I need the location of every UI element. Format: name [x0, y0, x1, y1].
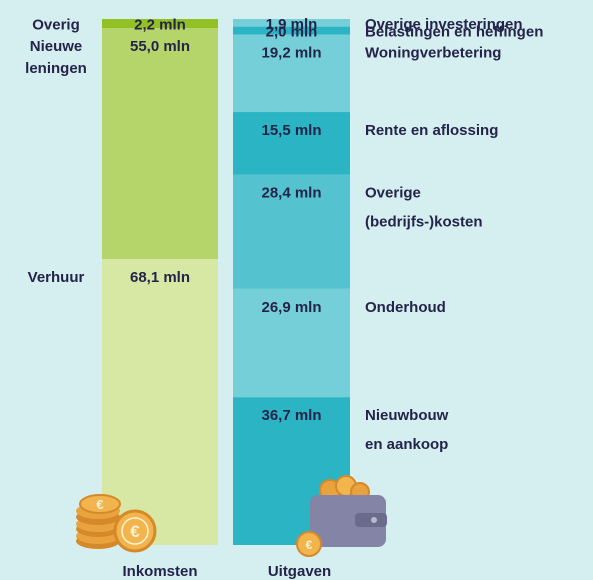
inkomsten-value-label-1: 55,0 mln: [130, 38, 190, 55]
inkomsten-bar-segment-0: [102, 19, 218, 29]
uitgaven-category-label-6-1: en aankoop: [365, 436, 448, 453]
uitgaven-bar-segment-3: [233, 112, 350, 175]
uitgaven-value-label-1: 2,0 mln: [266, 24, 318, 41]
uitgaven-category-label-1-0: Belastingen en heffingen: [365, 24, 543, 41]
uitgaven-category-label-4-1: (bedrijfs-)kosten: [365, 213, 483, 230]
uitgaven-bar-segment-5: [233, 288, 350, 398]
svg-text:€: €: [96, 497, 103, 512]
uitgaven-category-label-3-0: Rente en aflossing: [365, 122, 498, 139]
uitgaven-value-label-6: 36,7 mln: [261, 407, 321, 424]
uitgaven-category-label-4-0: Overige: [365, 184, 421, 201]
inkomsten-bar-segment-1: [102, 28, 218, 260]
inkomsten-column-title: Inkomsten: [122, 563, 197, 580]
uitgaven-value-label-4: 28,4 mln: [261, 184, 321, 201]
svg-text:€: €: [306, 538, 313, 552]
uitgaven-bar-segment-4: [233, 174, 350, 289]
inkomsten-bar-segment-2: [102, 259, 218, 545]
uitgaven-value-label-0: 1,9 mln: [266, 16, 318, 33]
labels-layer: 2,2 mln Overig 55,0 mln Nieuwe leningen 68,1 …: [25, 16, 543, 580]
inkomsten-category-label-2-0: Verhuur: [28, 269, 85, 286]
uitgaven-column-title: Uitgaven: [268, 563, 331, 580]
uitgaven-category-label-0-0: Overige investeringen: [365, 16, 523, 33]
uitgaven-value-label-5: 26,9 mln: [261, 299, 321, 316]
wallet-icon: €: [296, 475, 387, 557]
uitgaven-value-label-2: 19,2 mln: [261, 45, 321, 62]
inkomsten-value-label-0: 2,2 mln: [134, 17, 186, 34]
inkomsten-value-label-2: 68,1 mln: [130, 269, 190, 286]
inkomsten-category-label-0-0: Overig: [32, 17, 80, 34]
coins-icon: € €: [76, 494, 157, 553]
inkomsten-category-label-1-1: leningen: [25, 60, 87, 77]
uitgaven-value-label-3: 15,5 mln: [261, 122, 321, 139]
svg-text:€: €: [130, 522, 140, 541]
uitgaven-bar-segment-2: [233, 34, 350, 113]
uitgaven-category-label-5-0: Onderhoud: [365, 299, 446, 316]
uitgaven-bar-segment-0: [233, 19, 350, 27]
uitgaven-bar-segment-1: [233, 26, 350, 35]
uitgaven-category-label-6-0: Nieuwbouw: [365, 407, 449, 424]
inkomsten-category-label-1-0: Nieuwe: [30, 38, 83, 55]
uitgaven-category-label-2-0: Woningverbetering: [365, 45, 501, 62]
